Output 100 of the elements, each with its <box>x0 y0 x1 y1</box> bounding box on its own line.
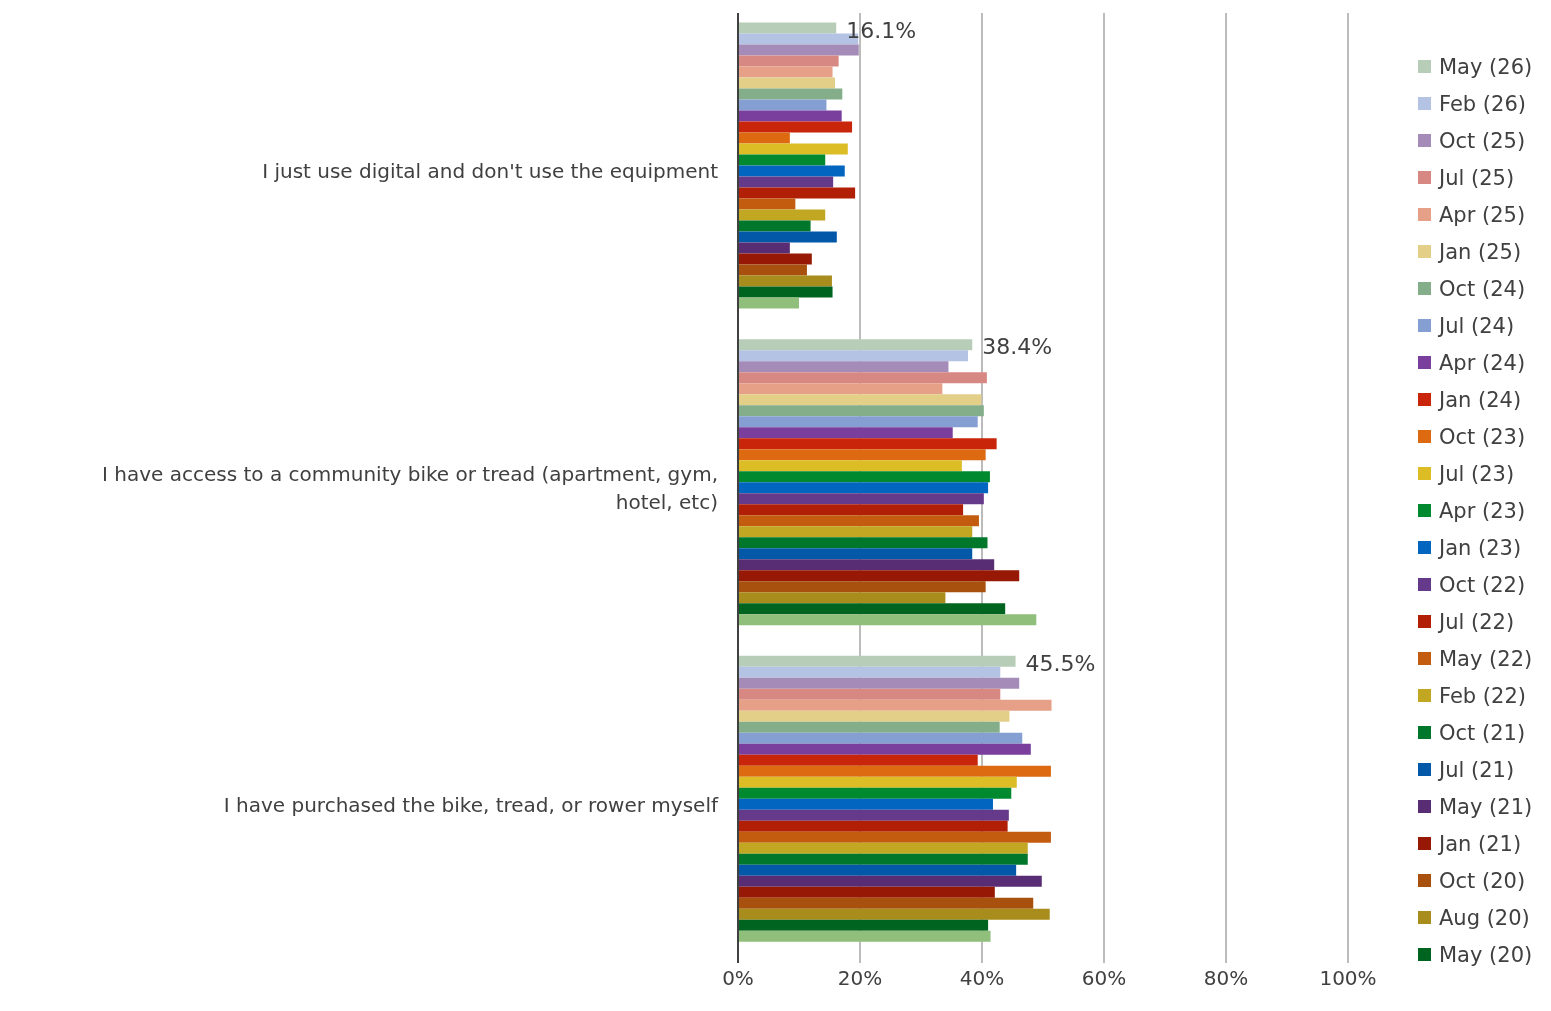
y-tick-label: I have access to a community bike or tread (apartment, gym, hotel, etc) <box>102 462 718 514</box>
legend-label: Apr (24) <box>1439 350 1526 375</box>
legend-label: Feb (26) <box>1439 91 1526 116</box>
bar <box>738 176 834 188</box>
bar <box>738 493 984 505</box>
bar <box>738 908 1050 920</box>
legend-label: Jul (23) <box>1439 461 1515 486</box>
bar <box>738 449 986 461</box>
bar <box>738 438 997 450</box>
y-tick-label: I have purchased the bike, tread, or rower myself <box>223 792 719 817</box>
bar <box>738 655 1016 667</box>
legend-label: Jan (23) <box>1439 535 1522 560</box>
bar <box>738 886 995 898</box>
legend-label: Jul (24) <box>1439 313 1515 338</box>
legend-label: Oct (20) <box>1439 868 1526 893</box>
legend-label: Oct (22) <box>1439 572 1526 597</box>
bar <box>738 677 1020 689</box>
bar <box>738 842 1028 854</box>
bar <box>738 154 826 166</box>
bar <box>738 297 799 309</box>
bar <box>738 264 807 276</box>
bar <box>738 570 1020 582</box>
legend-label: Jul (22) <box>1439 609 1515 634</box>
legend-label: May (21) <box>1439 794 1533 819</box>
bar <box>738 798 993 810</box>
bar <box>738 471 990 483</box>
bar <box>738 526 973 538</box>
bar <box>738 427 953 439</box>
data-label: 38.4% <box>982 334 1053 360</box>
bar <box>738 44 859 56</box>
bar <box>738 688 1001 700</box>
bar <box>738 361 949 373</box>
legend-label: May (22) <box>1439 646 1533 671</box>
bar <box>738 614 1037 626</box>
bar <box>738 765 1051 777</box>
bar <box>738 820 1008 832</box>
legend-label: May (26) <box>1439 54 1533 79</box>
bar <box>738 77 835 89</box>
x-tick-label: 20% <box>837 966 883 991</box>
x-tick-label: 0% <box>722 966 754 991</box>
data-label: 45.5% <box>1025 650 1096 676</box>
bar <box>738 548 973 560</box>
bar <box>738 603 1006 615</box>
bar <box>738 897 1034 909</box>
bar <box>738 394 982 406</box>
legend-label: Oct (24) <box>1439 276 1526 301</box>
bar <box>738 253 812 265</box>
legend-label: May (20) <box>1439 942 1533 967</box>
bar <box>738 187 856 199</box>
bar <box>738 743 1031 755</box>
bar <box>738 831 1051 843</box>
bar <box>738 754 978 766</box>
bar <box>738 581 986 593</box>
legend-label: Jan (21) <box>1439 831 1522 856</box>
x-tick-label: 80% <box>1203 966 1249 991</box>
bar <box>738 66 833 78</box>
bar <box>738 776 1017 788</box>
bar <box>738 515 979 527</box>
legend-label: Jan (25) <box>1439 239 1522 264</box>
bar <box>738 198 796 210</box>
bar <box>738 710 1010 722</box>
bar <box>738 864 1017 876</box>
legend-label: Oct (25) <box>1439 128 1526 153</box>
bar <box>738 460 962 472</box>
y-tick-label: I just use digital and don't use the equipment <box>262 159 719 184</box>
bar <box>738 110 842 122</box>
bar <box>738 416 978 428</box>
bar <box>738 853 1028 865</box>
bar <box>738 132 790 144</box>
bar <box>738 350 968 362</box>
bar <box>738 209 826 221</box>
bar <box>738 559 995 571</box>
bar <box>738 405 984 417</box>
legend-label: Jul (21) <box>1439 757 1515 782</box>
bar <box>738 88 843 100</box>
bar <box>738 537 988 549</box>
x-tick-label: 40% <box>959 966 1005 991</box>
bar <box>738 22 837 34</box>
legend-label: Feb (22) <box>1439 683 1526 708</box>
bar <box>738 165 845 177</box>
bar <box>738 732 1023 744</box>
bar <box>738 809 1009 821</box>
bar <box>738 242 790 254</box>
bar <box>738 383 943 395</box>
bar <box>738 339 973 351</box>
bar <box>738 930 991 942</box>
legend-label: Apr (23) <box>1439 498 1526 523</box>
bar <box>738 99 827 111</box>
bar <box>738 919 989 931</box>
bar <box>738 55 839 67</box>
x-tick-label: 100% <box>1319 966 1377 991</box>
legend-label: Apr (25) <box>1439 202 1526 227</box>
data-label: 16.1% <box>846 17 917 43</box>
bar <box>738 231 837 243</box>
legend-label: Aug (20) <box>1439 905 1530 930</box>
bar <box>738 220 811 232</box>
legend-label: Oct (21) <box>1439 720 1526 745</box>
bar <box>738 787 1012 799</box>
bar <box>738 875 1042 887</box>
bar <box>738 699 1052 711</box>
